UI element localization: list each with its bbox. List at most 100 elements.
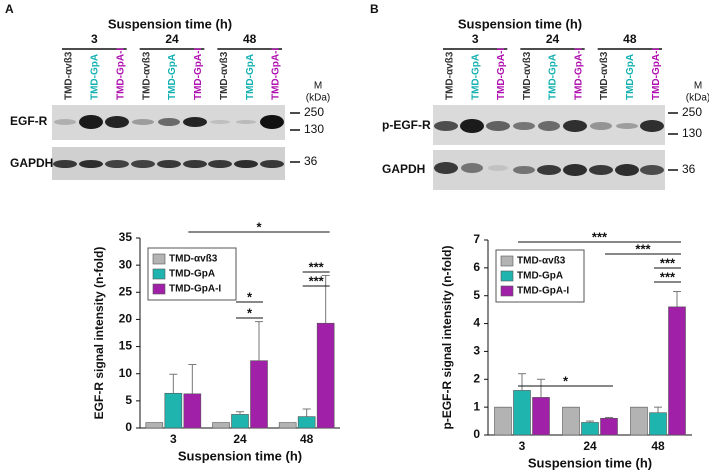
band — [537, 165, 561, 175]
legend-swatch — [152, 253, 166, 265]
marker-title: (kDa) — [306, 93, 330, 104]
lane-label: TMD-αvß3 — [445, 51, 456, 100]
band — [236, 120, 256, 124]
row-label: EGF-R — [10, 114, 48, 128]
band — [131, 160, 155, 168]
bar — [668, 306, 686, 436]
band — [105, 160, 129, 168]
band — [79, 160, 103, 168]
band — [589, 165, 613, 175]
band — [157, 160, 181, 168]
lane-label: TMD-GpA — [245, 54, 256, 100]
band — [640, 165, 664, 175]
significance-label: * — [247, 305, 253, 320]
y-tick-label: 3 — [473, 344, 480, 358]
group-label: 24 — [546, 32, 560, 46]
band — [615, 164, 639, 176]
y-tick-label: 1 — [473, 399, 480, 413]
significance-label: *** — [660, 269, 676, 284]
lane-label: TMD-GpA — [470, 54, 481, 100]
x-tick-label: 3 — [170, 432, 177, 446]
lane-label: TMD-αvß3 — [219, 51, 230, 100]
y-tick-label: 6 — [473, 260, 480, 274]
marker-label: 36 — [682, 162, 696, 176]
bar — [316, 322, 335, 429]
significance-label: *** — [309, 259, 325, 274]
x-tick-label: 48 — [651, 439, 665, 453]
y-tick-label: 2 — [473, 371, 480, 385]
y-tick-label: 5 — [473, 288, 480, 302]
bar — [183, 393, 202, 429]
bar — [630, 406, 648, 436]
x-tick-label: 48 — [300, 432, 314, 446]
legend-swatch — [500, 255, 514, 267]
significance-label: * — [247, 289, 253, 304]
band — [260, 115, 284, 129]
group-label: 48 — [243, 32, 257, 46]
lane-label: TMD-GpA — [89, 54, 100, 100]
legend-label: TMD-GpA — [169, 269, 215, 280]
lane-label: TMD-GpA-I — [496, 48, 507, 100]
y-tick-label: 25 — [119, 284, 133, 298]
bar — [231, 414, 249, 429]
bar — [649, 412, 667, 436]
y-tick-label: 35 — [119, 230, 133, 244]
bar — [212, 422, 230, 429]
y-tick-label: 20 — [119, 312, 133, 326]
bar — [297, 416, 316, 429]
band — [105, 116, 129, 128]
band — [563, 120, 587, 132]
lane-label: TMD-GpA-I — [193, 48, 204, 100]
significance-label: * — [256, 219, 262, 234]
bar — [581, 422, 599, 436]
lane-label: TMD-GpA — [548, 54, 559, 100]
band — [183, 160, 207, 168]
y-axis-label: EGF-R signal intensity (n-fold) — [92, 247, 106, 420]
y-tick-label: 4 — [473, 316, 480, 330]
y-tick-label: 10 — [119, 366, 133, 380]
bar — [250, 360, 268, 429]
band — [54, 119, 76, 125]
band — [434, 121, 458, 131]
x-tick-label: 24 — [583, 439, 597, 453]
band — [590, 122, 612, 130]
band — [208, 160, 232, 168]
row-label: GAPDH — [382, 162, 425, 176]
x-tick-label: 3 — [519, 439, 526, 453]
lane-label: TMD-αvß3 — [141, 51, 152, 100]
band — [132, 119, 154, 125]
group-label: 3 — [472, 32, 479, 46]
x-tick-label: 24 — [233, 432, 247, 446]
y-tick-label: 15 — [119, 339, 133, 353]
panel-label: A — [5, 2, 14, 16]
marker-title: (kDa) — [686, 93, 709, 104]
band — [616, 123, 638, 129]
band — [460, 119, 484, 133]
legend-swatch — [500, 285, 514, 297]
lane-label: TMD-αvß3 — [522, 51, 533, 100]
marker-label: 36 — [304, 154, 318, 168]
x-axis-label: Suspension time (h) — [528, 455, 652, 470]
group-label: 3 — [91, 32, 98, 46]
blot-title: Suspension time (h) — [458, 16, 582, 31]
band — [513, 122, 535, 130]
group-label: 48 — [623, 32, 637, 46]
bar — [600, 417, 618, 436]
y-tick-label: 7 — [473, 232, 480, 246]
band — [183, 117, 207, 127]
y-tick-label: 5 — [125, 393, 132, 407]
significance-label: *** — [660, 255, 676, 270]
lane-label: TMD-GpA — [167, 54, 178, 100]
band — [538, 121, 560, 131]
legend-swatch — [152, 283, 166, 295]
panel-label: B — [370, 2, 379, 16]
legend-label: TMD-GpA — [517, 271, 563, 282]
bar — [145, 422, 164, 429]
lane-label: TMD-GpA-I — [271, 48, 282, 100]
lane-label: TMD-αvß3 — [64, 51, 75, 100]
bar — [494, 406, 512, 436]
marker-label: 130 — [304, 122, 324, 136]
lane-label: TMD-GpA-I — [651, 48, 662, 100]
band — [640, 120, 664, 132]
